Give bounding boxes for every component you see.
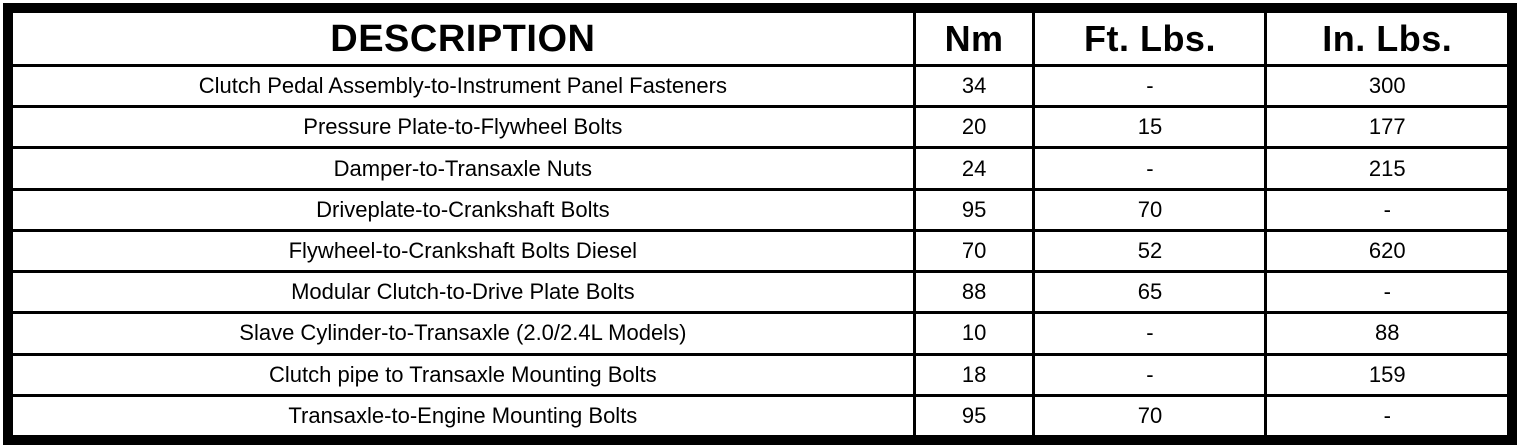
in-lbs-cell: 620	[1264, 228, 1510, 274]
in-lbs-cell: -	[1264, 187, 1510, 232]
ft-lbs-cell: -	[1032, 311, 1268, 356]
in-lbs-cell: -	[1264, 270, 1510, 315]
table-row: Flywheel-to-Crankshaft Bolts Diesel 70 5…	[10, 228, 1510, 274]
description-cell: Slave Cylinder-to-Transaxle (2.0/2.4L Mo…	[10, 311, 916, 356]
table-row: Damper-to-Transaxle Nuts 24 - 215	[10, 146, 1510, 191]
description-cell: Driveplate-to-Crankshaft Bolts	[10, 187, 916, 232]
in-lbs-cell: 177	[1264, 105, 1510, 150]
table-row: Driveplate-to-Crankshaft Bolts 95 70 -	[10, 187, 1510, 232]
in-lbs-cell: 215	[1264, 146, 1510, 191]
description-cell: Damper-to-Transaxle Nuts	[10, 146, 916, 191]
nm-cell: 10	[912, 311, 1036, 356]
in-lbs-cell: 300	[1264, 63, 1510, 109]
column-header-description: DESCRIPTION	[10, 10, 916, 67]
nm-cell: 70	[912, 228, 1036, 274]
description-cell: Modular Clutch-to-Drive Plate Bolts	[10, 270, 916, 315]
torque-spec-table: DESCRIPTION Nm Ft. Lbs. In. Lbs. Clutch …	[10, 10, 1510, 439]
nm-cell: 34	[912, 63, 1036, 109]
in-lbs-cell: 159	[1264, 352, 1510, 397]
table-row: Clutch pipe to Transaxle Mounting Bolts …	[10, 352, 1510, 397]
table-row: Transaxle-to-Engine Mounting Bolts 95 70…	[10, 393, 1510, 439]
column-header-nm: Nm	[912, 10, 1036, 67]
column-header-ft-lbs: Ft. Lbs.	[1032, 10, 1268, 67]
ft-lbs-cell: 70	[1032, 187, 1268, 232]
ft-lbs-cell: -	[1032, 146, 1268, 191]
nm-cell: 18	[912, 352, 1036, 397]
description-cell: Transaxle-to-Engine Mounting Bolts	[10, 393, 916, 439]
nm-cell: 95	[912, 393, 1036, 439]
description-cell: Clutch Pedal Assembly-to-Instrument Pane…	[10, 63, 916, 109]
ft-lbs-cell: 15	[1032, 105, 1268, 150]
table-row: Clutch Pedal Assembly-to-Instrument Pane…	[10, 63, 1510, 109]
table-row: Slave Cylinder-to-Transaxle (2.0/2.4L Mo…	[10, 311, 1510, 356]
nm-cell: 24	[912, 146, 1036, 191]
header-row: DESCRIPTION Nm Ft. Lbs. In. Lbs.	[10, 10, 1510, 67]
nm-cell: 88	[912, 270, 1036, 315]
ft-lbs-cell: 70	[1032, 393, 1268, 439]
in-lbs-cell: -	[1264, 393, 1510, 439]
ft-lbs-cell: -	[1032, 352, 1268, 397]
ft-lbs-cell: 65	[1032, 270, 1268, 315]
description-cell: Pressure Plate-to-Flywheel Bolts	[10, 105, 916, 150]
table-row: Pressure Plate-to-Flywheel Bolts 20 15 1…	[10, 105, 1510, 150]
column-header-in-lbs: In. Lbs.	[1264, 10, 1510, 67]
nm-cell: 20	[912, 105, 1036, 150]
description-cell: Clutch pipe to Transaxle Mounting Bolts	[10, 352, 916, 397]
nm-cell: 95	[912, 187, 1036, 232]
ft-lbs-cell: -	[1032, 63, 1268, 109]
table-outer-border: DESCRIPTION Nm Ft. Lbs. In. Lbs. Clutch …	[3, 3, 1517, 445]
description-cell: Flywheel-to-Crankshaft Bolts Diesel	[10, 228, 916, 274]
in-lbs-cell: 88	[1264, 311, 1510, 356]
table-row: Modular Clutch-to-Drive Plate Bolts 88 6…	[10, 270, 1510, 315]
ft-lbs-cell: 52	[1032, 228, 1268, 274]
